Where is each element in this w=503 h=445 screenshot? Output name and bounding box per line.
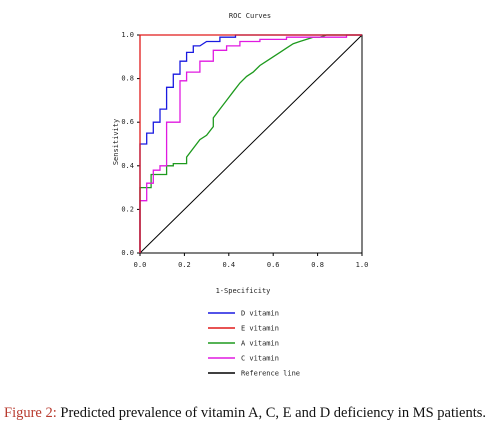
legend-label: A vitamin (241, 340, 279, 348)
x-tick-label: 0.8 (311, 261, 324, 269)
figure-caption: Figure 2: Predicted prevalence of vitami… (4, 404, 499, 422)
series-line-c-vitamin (139, 34, 362, 253)
caption-text: Predicted prevalence of vitamin A, C, E … (56, 405, 487, 421)
caption-label: Figure 2: (4, 405, 57, 421)
y-tick-label: 0.8 (121, 75, 134, 83)
roc-chart: ROC Curves Sensitivity 1-Specificity 0.0… (112, 12, 368, 378)
y-tick-label: 1.0 (121, 31, 134, 39)
x-tick-label: 0.6 (267, 261, 280, 269)
x-tick-label: 0.0 (134, 261, 147, 269)
y-tick-label: 0.2 (121, 205, 134, 213)
series-layer (139, 34, 363, 254)
chart-title: ROC Curves (229, 12, 271, 20)
y-tick-label: 0.0 (121, 249, 134, 257)
axis-ticks: 0.0 0.2 0.4 0.6 0.8 1.0 0.0 0.2 0.4 0.6 0.8 1.0 (121, 31, 368, 269)
legend-label: C vitamin (241, 355, 279, 363)
x-tick-label: 0.2 (178, 261, 191, 269)
y-tick-label: 0.4 (121, 162, 134, 170)
x-axis-label: 1-Specificity (216, 287, 271, 295)
series-line-e-vitamin (139, 34, 362, 253)
x-tick-label: 0.4 (222, 261, 235, 269)
series-line-reference-line (139, 34, 363, 254)
legend-label: E vitamin (241, 325, 279, 333)
legend: D vitamin E vitamin A vitamin C vitamin Refe… (208, 310, 300, 378)
legend-label: Reference line (241, 370, 300, 378)
legend-label: D vitamin (241, 310, 279, 318)
y-axis-label: Sensitivity (112, 119, 120, 165)
series-line-d-vitamin (139, 34, 362, 253)
x-tick-label: 1.0 (356, 261, 369, 269)
y-tick-label: 0.6 (121, 118, 134, 126)
